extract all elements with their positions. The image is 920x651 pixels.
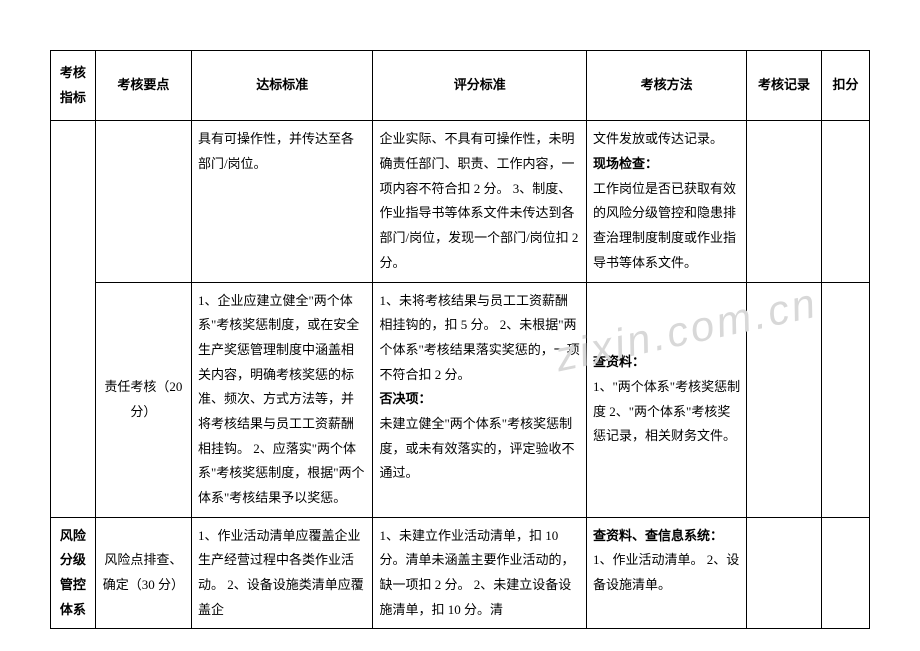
header-method: 考核方法 xyxy=(587,51,747,121)
header-keypoint: 考核要点 xyxy=(95,51,191,121)
header-indicator: 考核指标 xyxy=(51,51,96,121)
cell-method: 文件发放或传达记录。现场检查：工作岗位是否已获取有效的风险分级管控和隐患排查治理… xyxy=(587,121,747,282)
cell-scoring: 1、未将考核结果与员工工资薪酬相挂钩的，扣 5 分。 2、未根据"两个体系"考核… xyxy=(373,282,587,517)
cell-record xyxy=(747,121,822,282)
cell-method: 查资料、查信息系统：1、作业活动清单。 2、设备设施清单。 xyxy=(587,517,747,629)
cell-record xyxy=(747,517,822,629)
cell-scoring: 1、未建立作业活动清单，扣 10 分。清单未涵盖主要作业活动的，缺一项扣 2 分… xyxy=(373,517,587,629)
cell-keypoint: 风险点排查、确定（30 分） xyxy=(95,517,191,629)
header-scoring: 评分标准 xyxy=(373,51,587,121)
cell-indicator: 风险分级管控体系 xyxy=(51,517,96,629)
cell-indicator xyxy=(51,121,96,517)
table-row: 责任考核（20 分） 1、企业应建立健全"两个体系"考核奖惩制度，或在安全生产奖… xyxy=(51,282,870,517)
header-standard: 达标标准 xyxy=(191,51,373,121)
cell-scoring: 企业实际、不具有可操作性，未明确责任部门、职责、工作内容，一项内容不符合扣 2 … xyxy=(373,121,587,282)
cell-standard: 具有可操作性，并传达至各部门/岗位。 xyxy=(191,121,373,282)
cell-method: 查资料：1、"两个体系"考核奖惩制度 2、"两个体系"考核奖惩记录，相关财务文件… xyxy=(587,282,747,517)
header-deduct: 扣分 xyxy=(821,51,869,121)
table-header-row: 考核指标 考核要点 达标标准 评分标准 考核方法 考核记录 扣分 xyxy=(51,51,870,121)
assessment-table: 考核指标 考核要点 达标标准 评分标准 考核方法 考核记录 扣分 具有可操作性，… xyxy=(50,50,870,629)
cell-standard: 1、作业活动清单应覆盖企业生产经营过程中各类作业活动。 2、设备设施类清单应覆盖… xyxy=(191,517,373,629)
header-record: 考核记录 xyxy=(747,51,822,121)
table-row: 风险分级管控体系 风险点排查、确定（30 分） 1、作业活动清单应覆盖企业生产经… xyxy=(51,517,870,629)
table-row: 具有可操作性，并传达至各部门/岗位。 企业实际、不具有可操作性，未明确责任部门、… xyxy=(51,121,870,282)
cell-standard: 1、企业应建立健全"两个体系"考核奖惩制度，或在安全生产奖惩管理制度中涵盖相关内… xyxy=(191,282,373,517)
cell-deduct xyxy=(821,121,869,282)
cell-record xyxy=(747,282,822,517)
cell-deduct xyxy=(821,517,869,629)
cell-deduct xyxy=(821,282,869,517)
cell-keypoint xyxy=(95,121,191,282)
cell-keypoint: 责任考核（20 分） xyxy=(95,282,191,517)
